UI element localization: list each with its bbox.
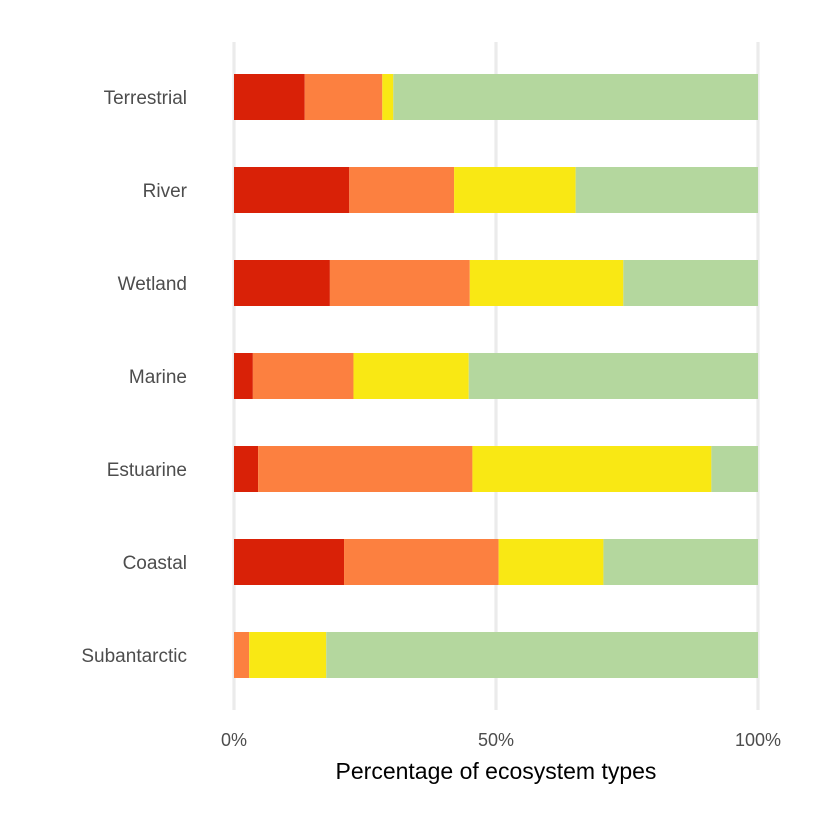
bar-marine-segment-2 [252,353,354,399]
category-label-river: River [143,181,188,202]
x-tick-label-0: 0% [221,730,247,750]
bar-subantarctic-segment-4 [326,632,758,678]
bar-marine-segment-3 [353,353,469,399]
bar-terrestrial-segment-1 [234,74,305,120]
bar-coastal-segment-2 [344,539,499,585]
x-tick-label-2: 100% [735,730,781,750]
bar-terrestrial-segment-4 [393,74,758,120]
x-tick-label-1: 50% [478,730,514,750]
bar-coastal-segment-1 [234,539,345,585]
bar-coastal-segment-3 [498,539,604,585]
bar-subantarctic-segment-2 [234,632,250,678]
bar-river-segment-3 [454,167,576,213]
category-label-marine: Marine [129,367,187,388]
bar-river-segment-2 [349,167,455,213]
bar-estuarine-segment-2 [258,446,473,492]
bar-terrestrial-segment-2 [304,74,383,120]
bar-estuarine-segment-4 [711,446,758,492]
bar-wetland-segment-4 [623,260,758,306]
bar-estuarine-segment-3 [472,446,712,492]
category-axis-labels: Terrestrial River Wetland Marine Estuarine Co… [81,88,187,667]
category-label-terrestrial: Terrestrial [104,88,187,109]
bar-marine-segment-4 [468,353,758,399]
bar-coastal-segment-4 [603,539,758,585]
bars [234,74,758,678]
category-label-subantarctic: Subantarctic [81,646,187,667]
bar-river-segment-4 [575,167,758,213]
category-label-wetland: Wetland [118,274,187,295]
bar-subantarctic-segment-3 [249,632,327,678]
bar-wetland-segment-3 [469,260,624,306]
bar-estuarine-segment-1 [234,446,259,492]
x-axis-tick-labels: 0% 50% 100% [221,730,781,750]
bar-wetland-segment-2 [329,260,470,306]
bar-terrestrial-segment-3 [382,74,394,120]
x-axis-title: Percentage of ecosystem types [336,758,657,784]
bar-wetland-segment-1 [234,260,330,306]
category-label-coastal: Coastal [123,553,187,574]
bar-marine-segment-1 [234,353,253,399]
bar-river-segment-1 [234,167,350,213]
category-label-estuarine: Estuarine [107,460,187,481]
